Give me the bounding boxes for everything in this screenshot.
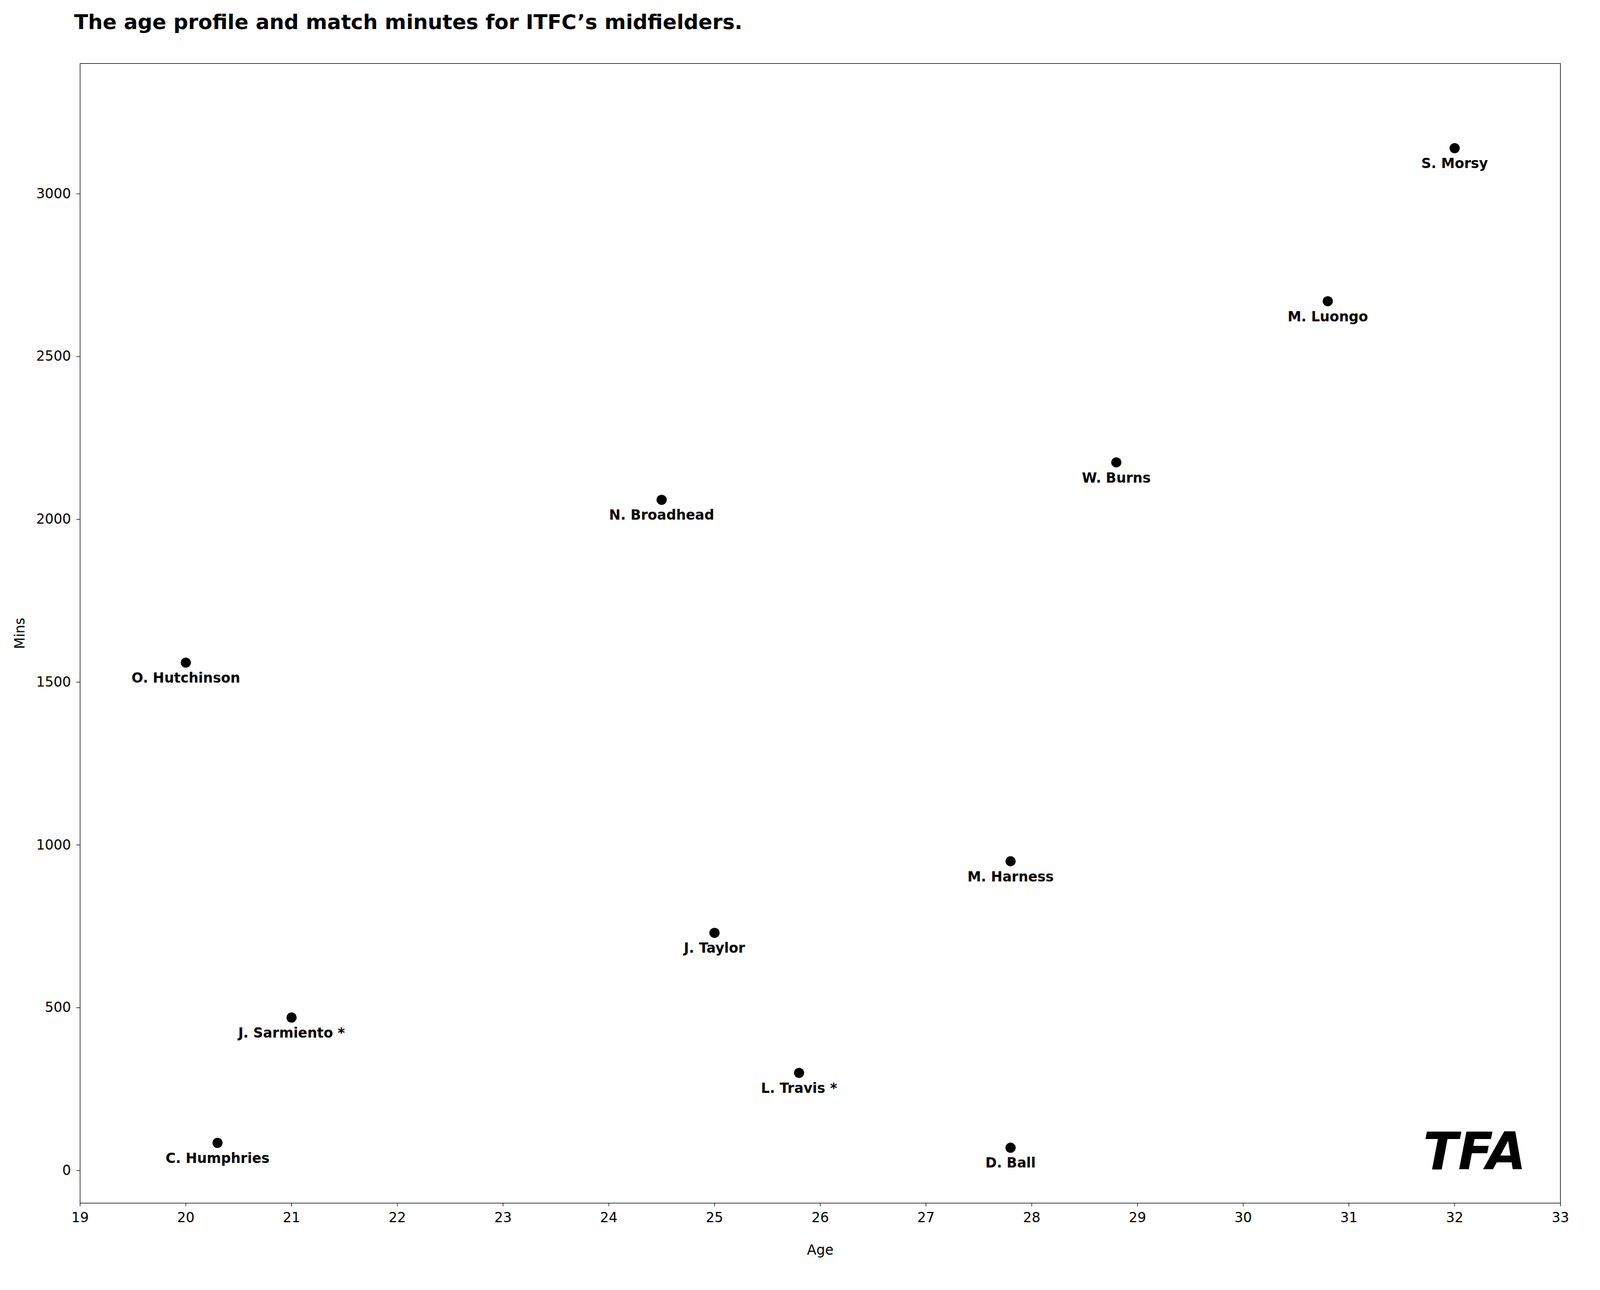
svg-text:2000: 2000	[35, 511, 71, 528]
svg-text:M. Harness: M. Harness	[967, 869, 1054, 886]
svg-text:24: 24	[600, 1210, 618, 1227]
svg-text:3000: 3000	[35, 185, 71, 202]
svg-text:27: 27	[917, 1210, 935, 1227]
svg-text:22: 22	[388, 1210, 407, 1227]
svg-text:S. Morsy: S. Morsy	[1421, 155, 1489, 172]
svg-text:1000: 1000	[35, 837, 71, 854]
svg-text:25: 25	[705, 1210, 724, 1227]
svg-text:2500: 2500	[35, 348, 71, 365]
svg-text:19: 19	[71, 1210, 89, 1227]
svg-text:W. Burns: W. Burns	[1081, 470, 1151, 487]
svg-text:J. Sarmiento *: J. Sarmiento *	[237, 1025, 346, 1042]
svg-text:D. Ball: D. Ball	[985, 1155, 1036, 1172]
svg-text:L. Travis *: L. Travis *	[760, 1080, 838, 1097]
svg-text:Mins: Mins	[11, 617, 28, 650]
svg-text:32: 32	[1446, 1210, 1464, 1227]
svg-text:J. Taylor: J. Taylor	[682, 940, 745, 957]
svg-text:N. Broadhead: N. Broadhead	[609, 507, 715, 524]
svg-text:33: 33	[1551, 1210, 1570, 1227]
svg-text:26: 26	[811, 1210, 830, 1227]
svg-text:28: 28	[1023, 1210, 1041, 1227]
svg-text:Age: Age	[807, 1242, 834, 1259]
svg-text:29: 29	[1128, 1210, 1147, 1227]
svg-text:500: 500	[45, 999, 72, 1016]
svg-text:O. Hutchinson: O. Hutchinson	[131, 670, 240, 687]
svg-text:C. Humphries: C. Humphries	[165, 1150, 270, 1167]
svg-text:1500: 1500	[35, 674, 71, 691]
svg-text:23: 23	[494, 1210, 512, 1227]
svg-text:20: 20	[177, 1210, 195, 1227]
svg-text:30: 30	[1234, 1210, 1253, 1227]
svg-text:0: 0	[62, 1162, 71, 1179]
svg-text:M. Luongo: M. Luongo	[1287, 308, 1369, 325]
svg-text:21: 21	[282, 1210, 301, 1227]
svg-text:TFA: TFA	[1423, 1121, 1527, 1182]
html-text:The age profile and match minu: The age profile and match minutes for IT…	[74, 10, 743, 34]
svg-text:31: 31	[1340, 1210, 1358, 1227]
